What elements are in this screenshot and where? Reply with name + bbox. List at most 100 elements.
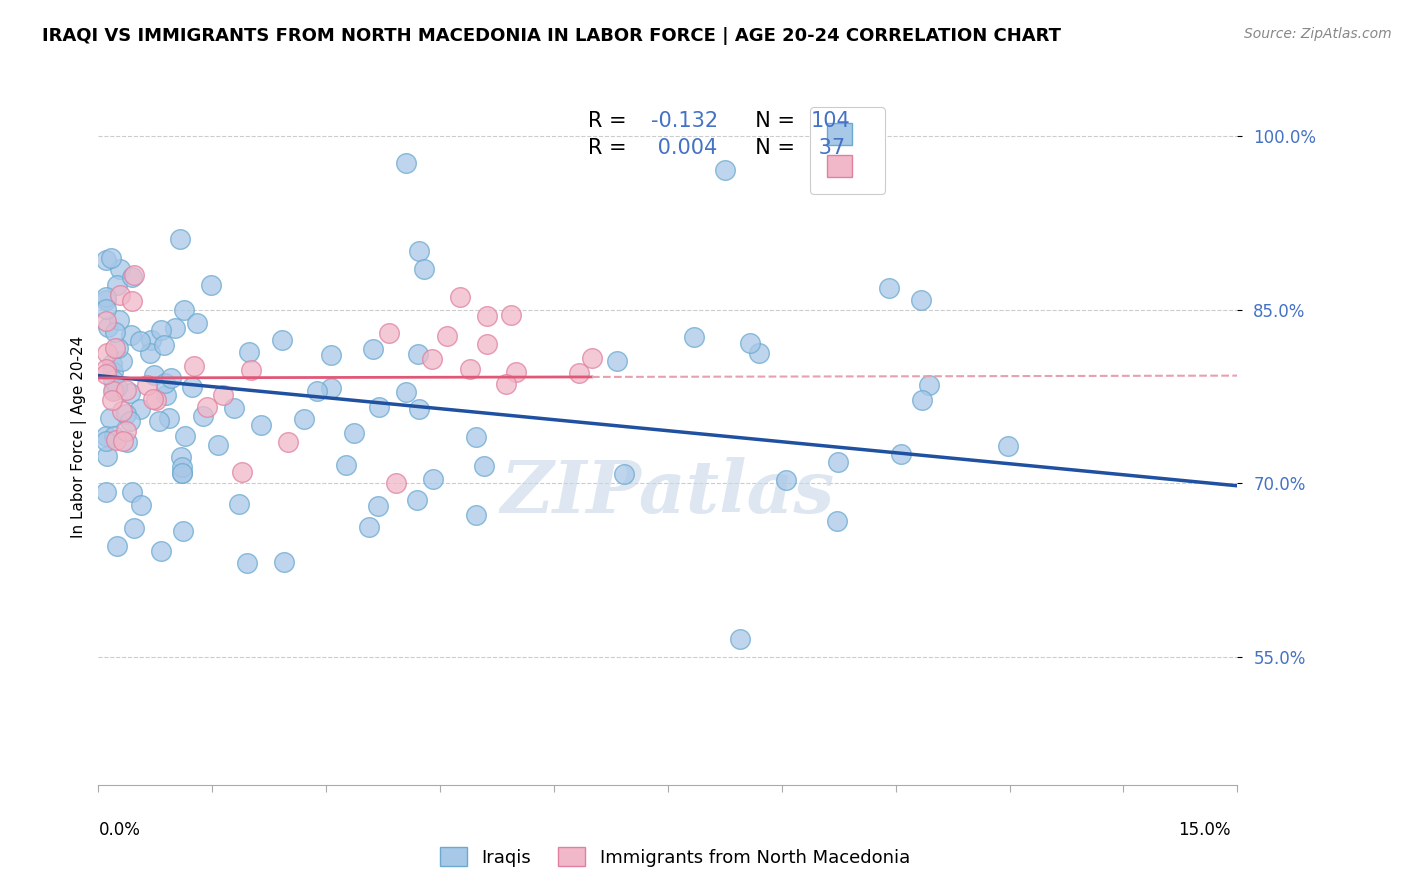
Point [117,435,139,450]
Point [422,472,444,486]
Point [273,555,295,569]
Point [173,302,195,317]
Point [111,403,134,417]
Point [683,330,706,344]
Point [436,328,458,343]
Point [94,367,117,381]
Point [141,392,163,407]
Point [918,378,941,392]
Point [408,402,430,417]
Point [148,414,170,428]
Point [581,351,603,366]
Point [890,447,912,461]
Point [378,326,401,341]
Point [180,380,202,394]
Point [172,466,194,480]
Point [115,384,138,398]
Point [121,485,143,500]
Point [997,439,1019,453]
Point [94,290,117,304]
Point [212,388,235,402]
Point [101,373,124,387]
Point [108,262,131,277]
Point [464,430,486,444]
Point [150,543,173,558]
Point [129,334,152,348]
Point [96,346,118,360]
Point [101,392,124,407]
Point [118,386,141,401]
Point [420,352,443,367]
Point [405,493,427,508]
Point [239,363,262,377]
Text: N =: N = [742,111,801,130]
Point [141,333,163,347]
Point [101,357,124,371]
Point [145,393,167,408]
Point [172,524,194,538]
Point [613,467,636,481]
Point [94,293,117,308]
Point [250,418,273,433]
Point [103,383,125,397]
Point [183,359,205,373]
Text: 104: 104 [810,111,851,130]
Point [121,270,143,285]
Point [359,520,381,534]
Point [911,393,934,408]
Text: 15.0%: 15.0% [1178,821,1230,838]
Point [277,435,299,450]
Text: 0.004: 0.004 [651,138,717,159]
Point [129,401,152,416]
Point [96,449,118,463]
Point [910,293,932,308]
Point [169,232,191,246]
Text: R =: R = [588,138,633,159]
Point [475,337,498,351]
Point [157,411,180,425]
Point [101,365,124,379]
Point [149,323,172,337]
Text: IRAQI VS IMMIGRANTS FROM NORTH MACEDONIA IN LABOR FORCE | AGE 20-24 CORRELATION : IRAQI VS IMMIGRANTS FROM NORTH MACEDONIA… [42,27,1062,45]
Point [475,310,498,324]
Point [748,345,770,359]
Point [94,301,117,316]
Point [105,380,128,394]
Point [879,281,901,295]
Text: Source: ZipAtlas.com: Source: ZipAtlas.com [1244,27,1392,41]
Legend: Iraqis, Immigrants from North Macedonia: Iraqis, Immigrants from North Macedonia [433,840,917,874]
Point [464,508,486,522]
Point [368,400,391,414]
Y-axis label: In Labor Force | Age 20-24: In Labor Force | Age 20-24 [72,336,87,538]
Point [236,556,259,570]
Point [713,163,735,178]
Point [231,465,253,479]
Point [111,354,134,368]
Point [121,328,143,343]
Point [186,316,208,330]
Text: ZIPatlas: ZIPatlas [501,458,835,528]
Point [142,368,165,383]
Point [385,475,408,490]
Point [172,466,194,480]
Point [136,377,159,392]
Point [193,409,215,424]
Point [207,438,229,452]
Point [458,361,481,376]
Point [224,401,246,415]
Point [495,377,517,392]
Point [499,308,522,322]
Point [153,338,176,352]
Point [606,354,628,368]
Point [195,400,218,414]
Point [114,407,136,421]
Point [270,333,292,347]
Text: 0.0%: 0.0% [98,821,141,838]
Point [94,314,117,328]
Point [505,365,527,379]
Point [173,429,195,443]
Point [728,632,751,647]
Point [97,320,120,334]
Point [307,384,329,398]
Point [228,497,250,511]
